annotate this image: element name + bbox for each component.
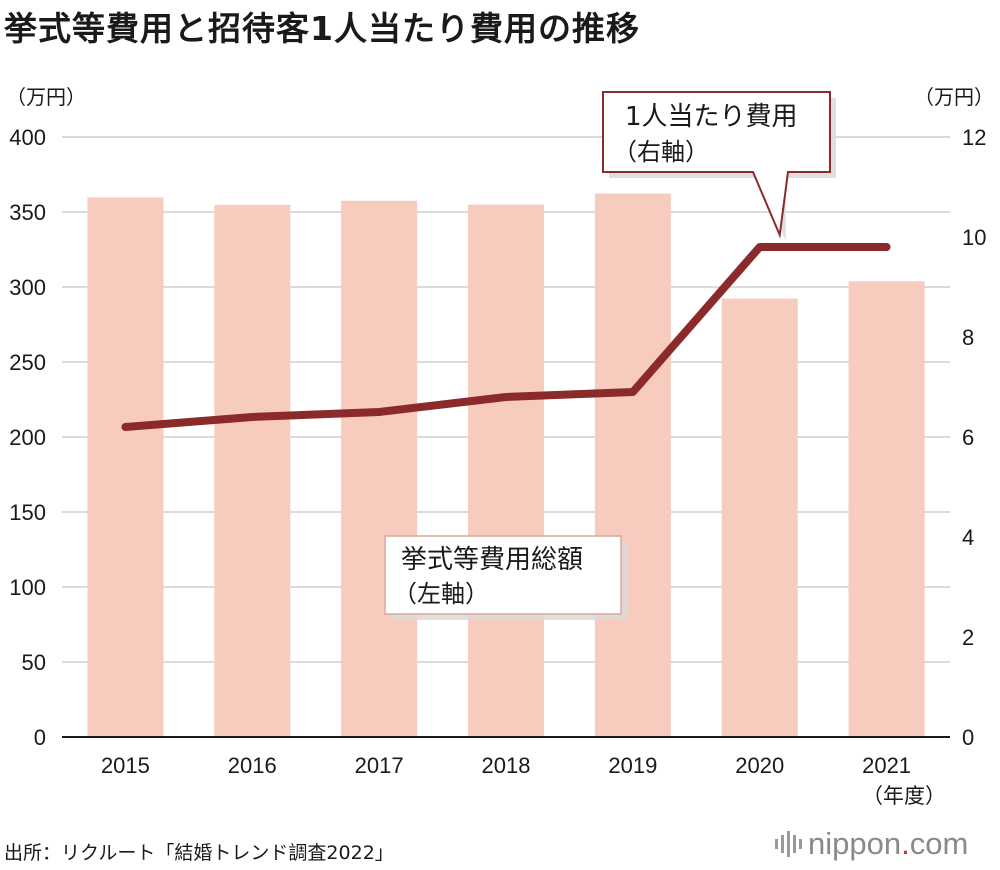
line-point: [505, 396, 507, 398]
bar-callout-name: 挙式等費用総額: [401, 545, 583, 575]
left-tick-label: 250: [9, 350, 46, 375]
left-tick-label: 200: [9, 425, 46, 450]
x-tick-label: 2015: [101, 753, 150, 778]
line-point: [124, 426, 127, 428]
right-tick-label: 6: [962, 425, 974, 450]
nippon-logo: nippon.com: [775, 826, 968, 862]
left-tick-label: 50: [22, 650, 46, 675]
x-axis-unit: （年度）: [862, 784, 946, 808]
left-tick-label: 0: [34, 725, 46, 750]
logo-tld: com: [909, 826, 969, 861]
bar: [87, 197, 164, 737]
right-tick-label: 12: [962, 125, 986, 150]
bar: [214, 204, 291, 738]
chart-title: 挙式等費用と招待客1人当たり費用の推移: [4, 9, 640, 48]
line-point: [631, 391, 634, 393]
bar: [594, 193, 671, 738]
bar: [721, 298, 798, 737]
right-tick-label: 2: [962, 625, 974, 650]
left-tick-label: 350: [9, 200, 46, 225]
right-axis-unit: （万円）: [914, 85, 994, 109]
left-tick-label: 150: [9, 500, 46, 525]
line-callout-box: [602, 91, 831, 239]
line-point: [378, 411, 381, 413]
right-tick-label: 4: [962, 525, 974, 550]
x-tick-label: 2021: [862, 753, 911, 778]
line-point: [251, 416, 254, 418]
x-tick-label: 2018: [482, 753, 531, 778]
left-axis-unit: （万円）: [6, 85, 86, 109]
left-tick-label: 300: [9, 275, 46, 300]
x-tick-label: 2020: [735, 753, 784, 778]
line-point: [758, 246, 761, 248]
right-tick-label: 0: [962, 725, 974, 750]
bar: [468, 204, 544, 737]
bar: [341, 200, 418, 737]
line-point: [885, 246, 888, 248]
x-tick-label: 2016: [228, 753, 277, 778]
x-tick-label: 2017: [355, 753, 404, 778]
bar: [848, 281, 925, 737]
left-tick-label: 400: [9, 125, 46, 150]
line-callout-axis: （右軸）: [613, 138, 709, 166]
right-tick-label: 8: [962, 325, 974, 350]
logo-name: nippon: [808, 826, 902, 861]
right-tick-label: 10: [962, 225, 986, 250]
left-tick-label: 100: [9, 575, 46, 600]
bar-callout-box: [384, 535, 622, 615]
logo-dot: .: [901, 826, 910, 861]
bar-callout-axis: （左軸）: [393, 580, 489, 608]
logo-mark-icon: [775, 830, 802, 858]
source-note: 出所：リクルート「結婚トレンド調査2022」: [4, 842, 394, 864]
line-callout-name: 1人当たり費用: [625, 102, 798, 132]
x-tick-label: 2019: [608, 753, 657, 778]
